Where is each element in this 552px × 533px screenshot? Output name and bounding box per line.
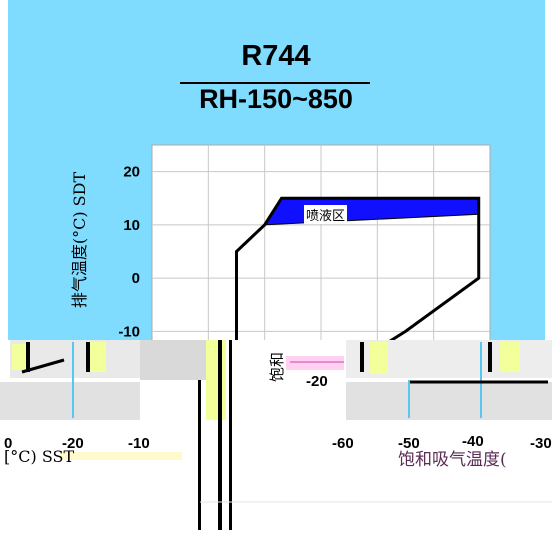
artifact-magenta-stripe bbox=[286, 356, 344, 370]
x-tick-label: -10 bbox=[128, 435, 150, 452]
y-tick-label: 0 bbox=[132, 270, 140, 287]
y-axis-label: 排气温度(°C) SDT bbox=[70, 171, 89, 309]
artifact-black-bar-4 bbox=[488, 342, 492, 372]
artifact-yellow-1 bbox=[12, 344, 28, 370]
x-tick-label: -40 bbox=[462, 433, 484, 450]
envelope-line bbox=[235, 196, 481, 386]
x-axis-label-right: 饱和吸气温度( bbox=[398, 450, 507, 470]
artifact-black-vertical-3 bbox=[198, 380, 201, 530]
x-tick-label: -20 bbox=[62, 435, 84, 452]
artifact-black-vertical-2 bbox=[229, 340, 232, 530]
artifact-blue-line-2 bbox=[408, 380, 410, 418]
x-tick-label: -60 bbox=[332, 435, 354, 452]
artifact-gray-block-3 bbox=[140, 340, 206, 380]
artifact-black-diagonal bbox=[21, 358, 65, 374]
chart-subtitle: RH-150~850 bbox=[199, 84, 353, 114]
gridlines bbox=[152, 145, 490, 342]
artifact-black-bar-1 bbox=[26, 342, 30, 372]
x-axis-label-left: [°C) SST bbox=[4, 447, 75, 466]
artifact-yellow-4 bbox=[370, 342, 388, 374]
x-tick-label: -30 bbox=[530, 435, 552, 452]
x-tick-label: -50 bbox=[398, 435, 420, 452]
stray-axis-label: 饱和 bbox=[268, 352, 286, 382]
artifact-blue-line-1 bbox=[72, 342, 74, 418]
stray-tick-label: -20 bbox=[306, 373, 328, 390]
chart-title: R744 bbox=[241, 40, 311, 72]
injection-zone-label: 喷液区 bbox=[304, 205, 348, 224]
artifact-yellow-2 bbox=[86, 342, 106, 372]
artifact-blue-line-3 bbox=[480, 342, 482, 418]
artifact-yellow-underline bbox=[60, 452, 182, 460]
title-rule bbox=[180, 82, 370, 84]
artifact-gray-block-1 bbox=[0, 382, 140, 420]
y-tick-label: 20 bbox=[123, 164, 140, 181]
x-tick-labels-left: 0 -20 -10 bbox=[4, 435, 150, 452]
artifact-yellow-3 bbox=[206, 340, 226, 420]
x-tick-labels-right: -60 -50 -40 -30 bbox=[332, 433, 552, 452]
artifact-black-vertical-1 bbox=[218, 340, 222, 530]
artifact-black-bar-2 bbox=[86, 342, 90, 372]
artifact-gray-block-4 bbox=[346, 382, 552, 420]
artifact-yellow-5 bbox=[500, 342, 520, 372]
y-tick-label: 10 bbox=[123, 217, 140, 234]
artifact-gray-block-2 bbox=[10, 340, 140, 378]
artifact-black-bar-3 bbox=[360, 342, 364, 372]
y-tick-labels: 20 10 0 -10 bbox=[118, 164, 140, 341]
y-tick-label: -10 bbox=[118, 323, 140, 340]
envelope-polyline bbox=[235, 196, 481, 386]
x-tick-label: 0 bbox=[4, 435, 12, 452]
